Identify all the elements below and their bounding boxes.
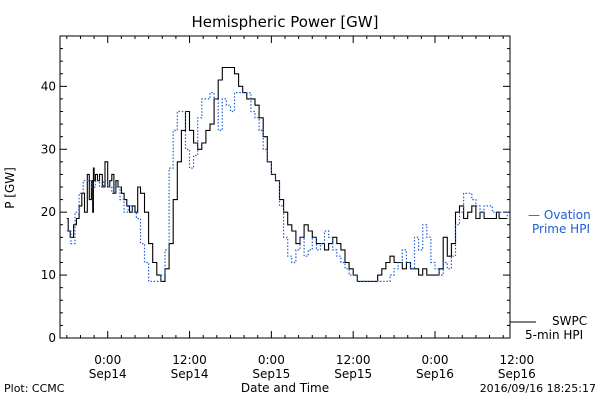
y-tick-label: 20: [41, 205, 56, 219]
chart-title: Hemispheric Power [GW]: [192, 13, 379, 31]
footer-right: 2016/09/16 18:25:17: [480, 382, 596, 395]
x-tick-label-date: Sep14: [89, 367, 127, 381]
x-tick-label-date: Sep16: [498, 367, 536, 381]
y-tick-label: 10: [41, 268, 56, 282]
y-tick-label: 40: [41, 79, 56, 93]
footer-left: Plot: CCMC: [4, 382, 65, 395]
x-tick-label-time: 12:00: [172, 353, 207, 367]
y-axis: 0 10 20 30 40: [41, 35, 510, 345]
x-tick-label-date: Sep15: [334, 367, 372, 381]
legend-swpc-line1: SWPC: [552, 314, 587, 328]
x-tick-label-time: 0:00: [258, 353, 285, 367]
x-axis: 0:00Sep1412:00Sep140:00Sep1512:00Sep150:…: [66, 36, 536, 381]
series-group: [66, 66, 508, 282]
legend-ovation-line2: Prime HPI: [532, 222, 590, 236]
y-tick-label: 0: [48, 331, 56, 345]
y-tick-label: 30: [41, 142, 56, 156]
x-tick-label-time: 12:00: [336, 353, 371, 367]
legend-swpc-line2: 5-min HPI: [525, 328, 583, 342]
x-tick-label-time: 0:00: [422, 353, 449, 367]
x-tick-label-date: Sep16: [416, 367, 454, 381]
y-axis-label: P [GW]: [3, 167, 17, 209]
x-axis-label: Date and Time: [241, 381, 329, 395]
x-tick-label-time: 0:00: [94, 353, 121, 367]
series-ovation-line: [66, 92, 508, 282]
x-tick-label-date: Sep14: [171, 367, 209, 381]
plot-frame: [59, 35, 511, 339]
legend-ovation-line1: — Ovation: [528, 208, 591, 222]
x-tick-label-date: Sep15: [252, 367, 290, 381]
series-swpc-line: [66, 66, 508, 282]
x-tick-label-time: 12:00: [500, 353, 535, 367]
